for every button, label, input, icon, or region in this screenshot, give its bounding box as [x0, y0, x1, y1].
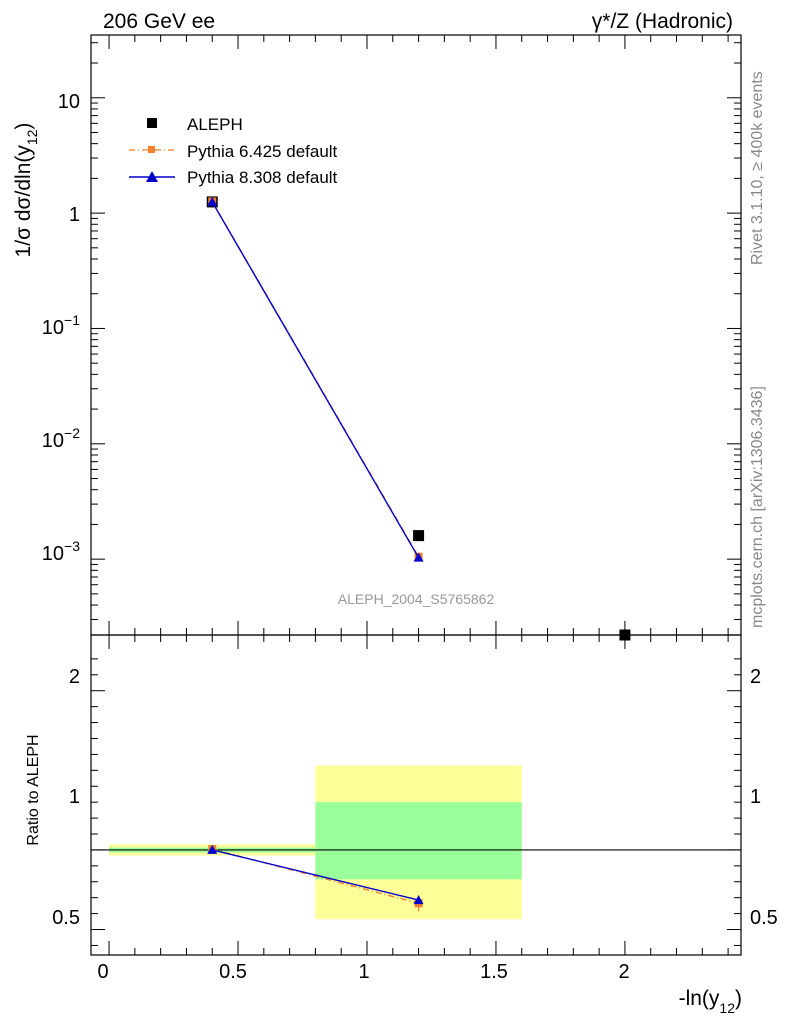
y-tick-label-1e-2: 10−2: [42, 425, 80, 452]
main-series-2-point-0: [207, 196, 218, 206]
ratio-y-axis-label: Ratio to ALEPH: [25, 734, 42, 845]
ratio-y-tick-label-right-2: 2: [750, 666, 761, 688]
legend-marker-pythia8: [146, 171, 158, 182]
header-left-label: 206 GeV ee: [103, 10, 215, 33]
y-tick-label-1: 1: [69, 204, 80, 226]
x-tick-labels: 0 0.5 1 1.5 2: [97, 961, 629, 983]
ratio-uncertainty-bands: [109, 765, 522, 920]
rivet-label: Rivet 3.1.10, ≥ 400k events: [749, 71, 766, 265]
main-series-0-point-2: [619, 629, 631, 641]
main-series-2-point-1: [413, 552, 424, 562]
band-green-1: [315, 802, 522, 880]
y-tick-label-1e-3: 10−3: [42, 538, 80, 565]
ratio-panel-frame: [90, 634, 742, 956]
ratio-series-1-point-0: [207, 844, 218, 854]
legend-marker-aleph: [147, 118, 157, 128]
ratio-y-tick-label-2: 2: [69, 666, 80, 688]
y-tick-label-10: 10: [58, 91, 80, 113]
legend: ALEPH Pythia 6.425 default Pythia 8.308 …: [129, 115, 338, 187]
x-tick-label-1.5: 1.5: [480, 961, 508, 983]
analysis-watermark: ALEPH_2004_S5765862: [338, 591, 495, 607]
legend-label-pythia8: Pythia 8.308 default: [187, 168, 338, 187]
main-series-2-line: [211, 201, 420, 559]
legend-marker-pythia6: [148, 146, 155, 153]
ratio-axis-ticks: [91, 635, 741, 955]
ratio-y-tick-label-right-1: 1: [750, 786, 761, 808]
legend-label-pythia6: Pythia 6.425 default: [187, 142, 338, 161]
mcplots-label: mcplots.cern.ch [arXiv:1306.3436]: [749, 386, 766, 628]
header-right-label: γ*/Z (Hadronic): [592, 10, 733, 33]
data-marks: [206, 196, 631, 912]
main-axis-ticks: [91, 35, 741, 635]
ratio-series-1-point-1: [413, 895, 424, 905]
ratio-y-tick-labels: 2 1 0.5 2 1 0.5: [52, 666, 778, 929]
ratio-y-tick-label-right-0.5: 0.5: [750, 907, 778, 929]
x-tick-label-0: 0: [97, 961, 108, 983]
x-tick-label-2: 2: [618, 961, 629, 983]
ratio-y-tick-label-1: 1: [69, 786, 80, 808]
ratio-series-1-line: [212, 849, 419, 901]
main-series-0-point-1: [413, 530, 425, 542]
legend-label-aleph: ALEPH: [187, 115, 243, 134]
x-axis-label: -ln(y12): [679, 987, 742, 1016]
ratio-y-tick-label-0.5: 0.5: [52, 907, 80, 929]
main-y-axis-label: 1/σ dσ/dln(y12): [12, 123, 40, 258]
x-tick-label-0.5: 0.5: [219, 961, 247, 983]
y-tick-label-1e-1: 10−1: [42, 312, 80, 339]
x-tick-label-1: 1: [358, 961, 369, 983]
main-y-tick-labels: 10 1 10−1 10−2 10−3: [42, 91, 80, 565]
